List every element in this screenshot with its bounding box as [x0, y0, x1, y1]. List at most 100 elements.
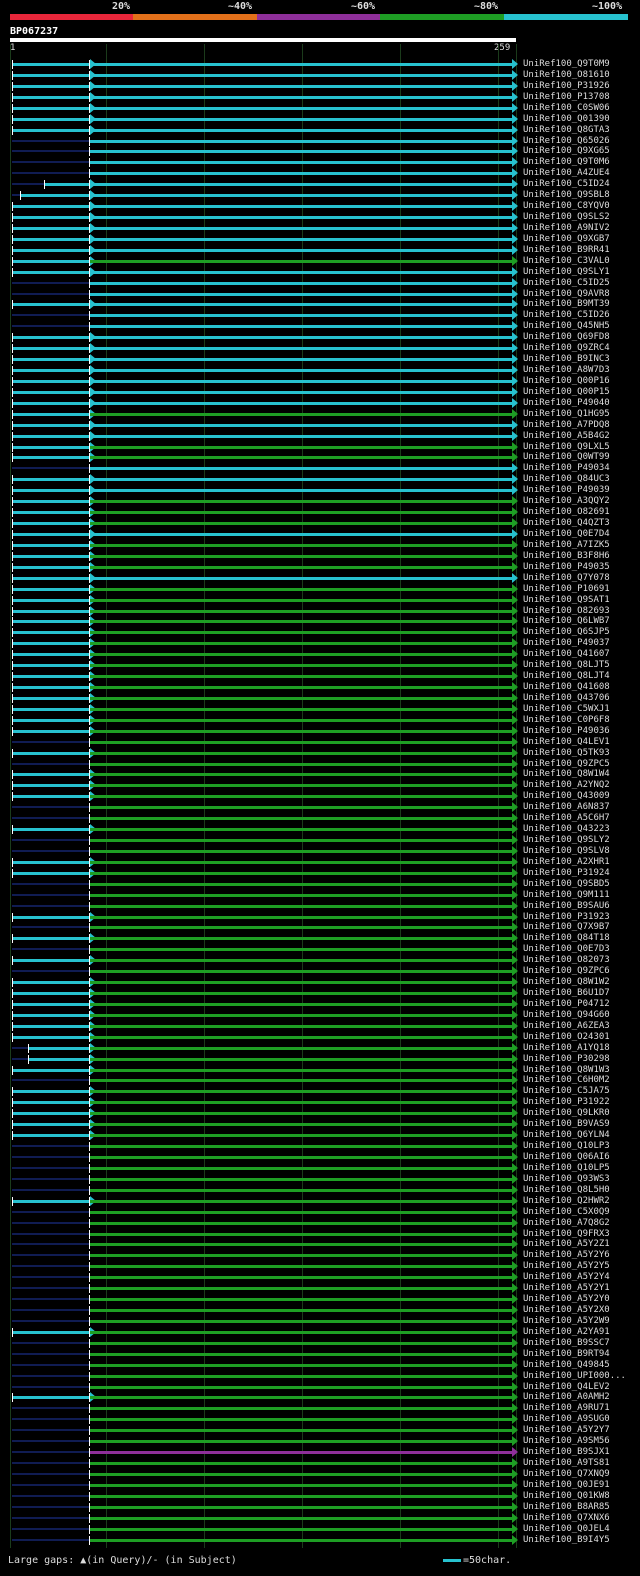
hit-row[interactable]: [12, 387, 518, 397]
hit-label[interactable]: UniRef100_Q01KW8: [523, 1491, 610, 1501]
hit-row[interactable]: [12, 1305, 518, 1315]
hit-row[interactable]: [12, 1447, 518, 1457]
hit-row[interactable]: [12, 1502, 518, 1512]
hit-row[interactable]: [12, 890, 518, 900]
hit-label[interactable]: UniRef100_Q9M111: [523, 890, 610, 900]
hit-row[interactable]: [12, 693, 518, 703]
hit-row[interactable]: [12, 616, 518, 626]
hit-row[interactable]: [12, 1218, 518, 1228]
hit-label[interactable]: UniRef100_Q9SLV8: [523, 846, 610, 856]
hit-row[interactable]: [12, 1425, 518, 1435]
hit-label[interactable]: UniRef100_Q7XNX6: [523, 1513, 610, 1523]
hit-row[interactable]: [12, 1239, 518, 1249]
hit-row[interactable]: [12, 59, 518, 69]
hit-label[interactable]: UniRef100_C0P6F8: [523, 715, 610, 725]
hit-row[interactable]: [12, 146, 518, 156]
hit-label[interactable]: UniRef100_A9TS81: [523, 1458, 610, 1468]
hit-row[interactable]: [12, 584, 518, 594]
hit-row[interactable]: [12, 114, 518, 124]
hit-row[interactable]: [12, 912, 518, 922]
hit-row[interactable]: [12, 835, 518, 845]
hit-row[interactable]: [12, 463, 518, 473]
hit-row[interactable]: [12, 966, 518, 976]
hit-row[interactable]: [12, 332, 518, 342]
hit-row[interactable]: [12, 201, 518, 211]
hit-label[interactable]: UniRef100_Q84UC3: [523, 474, 610, 484]
hit-label[interactable]: UniRef100_Q65026: [523, 136, 610, 146]
hit-row[interactable]: [12, 1152, 518, 1162]
hit-label[interactable]: UniRef100_P49040: [523, 398, 610, 408]
hit-label[interactable]: UniRef100_UPI000...: [523, 1371, 626, 1381]
hit-label[interactable]: UniRef100_C5ID25: [523, 278, 610, 288]
hit-label[interactable]: UniRef100_Q8W1W3: [523, 1065, 610, 1075]
hit-row[interactable]: [12, 321, 518, 331]
hit-label[interactable]: UniRef100_B9VAS9: [523, 1119, 610, 1129]
hit-row[interactable]: [12, 748, 518, 758]
hit-row[interactable]: [12, 310, 518, 320]
hit-label[interactable]: UniRef100_Q4LEV1: [523, 737, 610, 747]
hit-label[interactable]: UniRef100_C5X0Q9: [523, 1207, 610, 1217]
hit-row[interactable]: [12, 1261, 518, 1271]
hit-row[interactable]: [12, 1043, 518, 1053]
hit-label[interactable]: UniRef100_P30298: [523, 1054, 610, 1064]
hit-row[interactable]: [12, 1480, 518, 1490]
hit-label[interactable]: UniRef100_A0AMH2: [523, 1392, 610, 1402]
hit-label[interactable]: UniRef100_C0SW06: [523, 103, 610, 113]
hit-row[interactable]: [12, 573, 518, 583]
hit-label[interactable]: UniRef100_A2XHR1: [523, 857, 610, 867]
hit-row[interactable]: [12, 627, 518, 637]
hit-row[interactable]: [12, 1316, 518, 1326]
hit-row[interactable]: [12, 671, 518, 681]
hit-row[interactable]: [12, 1294, 518, 1304]
hit-label[interactable]: UniRef100_Q43706: [523, 693, 610, 703]
hit-row[interactable]: [12, 780, 518, 790]
hit-label[interactable]: UniRef100_O82073: [523, 955, 610, 965]
hit-row[interactable]: [12, 1054, 518, 1064]
hit-row[interactable]: [12, 179, 518, 189]
hit-row[interactable]: [12, 1272, 518, 1282]
hit-row[interactable]: [12, 234, 518, 244]
hit-label[interactable]: UniRef100_Q6YLN4: [523, 1130, 610, 1140]
hit-label[interactable]: UniRef100_Q7X9B7: [523, 922, 610, 932]
hit-row[interactable]: [12, 638, 518, 648]
hit-row[interactable]: [12, 1469, 518, 1479]
hit-row[interactable]: [12, 245, 518, 255]
hit-row[interactable]: [12, 813, 518, 823]
hit-label[interactable]: UniRef100_Q69FD8: [523, 332, 610, 342]
hit-row[interactable]: [12, 1535, 518, 1545]
hit-row[interactable]: [12, 595, 518, 605]
hit-row[interactable]: [12, 1032, 518, 1042]
hit-label[interactable]: UniRef100_A8W7D3: [523, 365, 610, 375]
hit-row[interactable]: [12, 551, 518, 561]
hit-label[interactable]: UniRef100_A2YNQ2: [523, 780, 610, 790]
hit-label[interactable]: UniRef100_Q1HG95: [523, 409, 610, 419]
hit-row[interactable]: [12, 212, 518, 222]
hit-label[interactable]: UniRef100_P31924: [523, 868, 610, 878]
hit-row[interactable]: [12, 1229, 518, 1239]
hit-label[interactable]: UniRef100_Q41608: [523, 682, 610, 692]
hit-label[interactable]: UniRef100_P31922: [523, 1097, 610, 1107]
hit-label[interactable]: UniRef100_Q9SBD5: [523, 879, 610, 889]
hit-label[interactable]: UniRef100_O82693: [523, 606, 610, 616]
hit-row[interactable]: [12, 1021, 518, 1031]
hit-row[interactable]: [12, 1360, 518, 1370]
hit-label[interactable]: UniRef100_O24301: [523, 1032, 610, 1042]
hit-row[interactable]: [12, 70, 518, 80]
hit-row[interactable]: [12, 223, 518, 233]
hit-row[interactable]: [12, 1130, 518, 1140]
hit-label[interactable]: UniRef100_A5Y2Y6: [523, 1250, 610, 1260]
hit-row[interactable]: [12, 1338, 518, 1348]
hit-label[interactable]: UniRef100_Q0WT99: [523, 452, 610, 462]
hit-label[interactable]: UniRef100_Q9ZRC4: [523, 343, 610, 353]
hit-row[interactable]: [12, 409, 518, 419]
hit-row[interactable]: [12, 125, 518, 135]
hit-row[interactable]: [12, 190, 518, 200]
hit-label[interactable]: UniRef100_Q0E7D3: [523, 944, 610, 954]
hit-label[interactable]: UniRef100_A5Y2Y4: [523, 1272, 610, 1282]
hit-row[interactable]: [12, 1010, 518, 1020]
hit-label[interactable]: UniRef100_Q9SLS2: [523, 212, 610, 222]
hit-label[interactable]: UniRef100_C8YQV0: [523, 201, 610, 211]
hit-row[interactable]: [12, 540, 518, 550]
hit-label[interactable]: UniRef100_Q4QZT3: [523, 518, 610, 528]
hit-row[interactable]: [12, 1065, 518, 1075]
